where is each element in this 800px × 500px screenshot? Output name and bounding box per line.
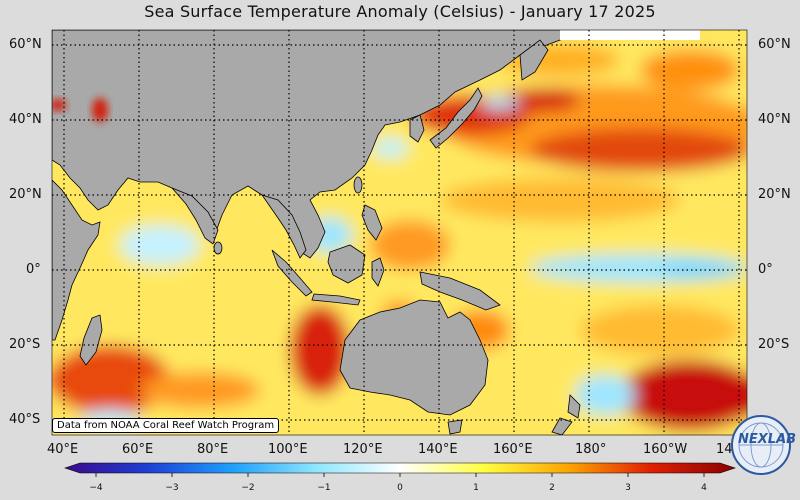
lat-label: 40°S [9, 412, 41, 427]
lat-label: 20°S [758, 337, 790, 352]
lat-label: 20°N [9, 187, 42, 202]
lon-label: 180° [575, 442, 607, 457]
lon-label: 80°E [197, 442, 229, 457]
lat-label: 60°N [758, 37, 791, 52]
lon-label: 14 [716, 442, 733, 457]
lat-label: 20°S [9, 337, 41, 352]
colorbar-tick-label: 4 [701, 483, 707, 493]
colorbar-tick-label: −4 [89, 483, 103, 493]
graticule [52, 30, 747, 435]
lon-label: 160°E [493, 442, 533, 457]
lon-label: 160°W [643, 442, 688, 457]
colorbar-tick-label: −2 [241, 483, 255, 493]
logo-text: NEXLAB [738, 432, 797, 447]
lon-label: 60°E [122, 442, 154, 457]
land-masses [52, 30, 601, 435]
lat-label: 0° [26, 262, 41, 277]
lon-label: 100°E [268, 442, 308, 457]
map-title: Sea Surface Temperature Anomaly (Celsius… [144, 2, 656, 21]
lat-label: 40°N [9, 112, 42, 127]
lon-label: 40°E [47, 442, 79, 457]
lat-label: 40°N [758, 112, 791, 127]
colorbar-ticks [95, 473, 705, 477]
lat-label: 60°N [9, 37, 42, 52]
lat-label: 0° [758, 262, 773, 277]
lon-label: 140°E [418, 442, 458, 457]
colorbar-tick-label: 2 [549, 483, 555, 493]
colorbar-tick-label: 0 [397, 483, 403, 493]
colorbar-tick-label: 3 [625, 483, 631, 493]
lon-label: 120°E [343, 442, 383, 457]
globe-logo-icon [731, 415, 791, 475]
colorbar [64, 462, 736, 474]
colorbar-tick-label: −1 [317, 483, 331, 493]
colorbar-tick-label: −3 [165, 483, 179, 493]
data-credit: Data from NOAA Coral Reef Watch Program [52, 418, 280, 433]
colorbar-tick-label: 1 [473, 483, 479, 493]
lat-label: 20°N [758, 187, 791, 202]
